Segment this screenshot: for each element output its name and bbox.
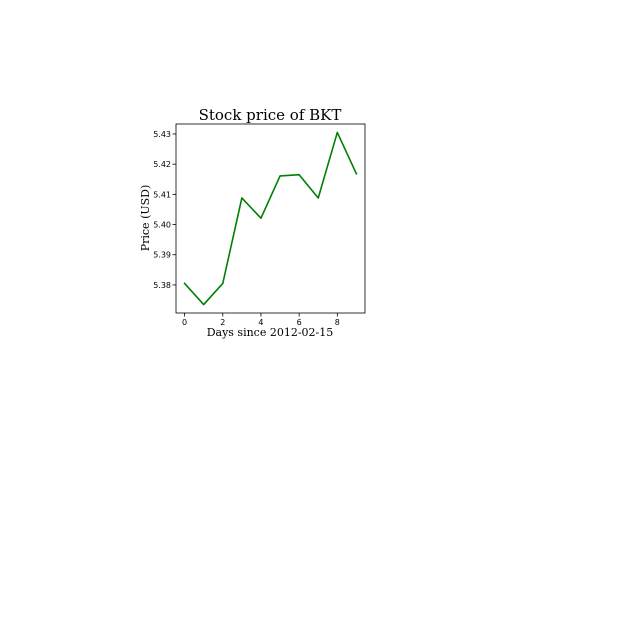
y-tick-label: 5.38: [153, 281, 171, 290]
x-tick-label: 0: [182, 318, 187, 327]
series-layer: [183, 131, 358, 306]
y-tick-label: 5.40: [153, 221, 171, 230]
x-tick-label: 4: [258, 318, 263, 327]
chart-title: Stock price of BKT: [199, 106, 342, 124]
y-axis: 5.38 5.39 5.40 5.41 5.42 5.43: [153, 130, 176, 290]
y-tick-label: 5.42: [153, 160, 171, 169]
y-axis-label: Price (USD): [139, 185, 152, 252]
y-tick-label: 5.39: [153, 251, 171, 260]
y-tick-label: 5.41: [153, 190, 171, 199]
x-axis-label: Days since 2012-02-15: [207, 326, 334, 339]
plot-area: [175, 123, 366, 314]
x-axis: 0 2 4 6 8: [182, 313, 340, 327]
series-line-0: [183, 131, 358, 306]
x-tick-label: 2: [220, 318, 225, 327]
y-tick-label: 5.43: [153, 130, 171, 139]
x-tick-label: 6: [297, 318, 302, 327]
x-tick-label: 8: [335, 318, 340, 327]
